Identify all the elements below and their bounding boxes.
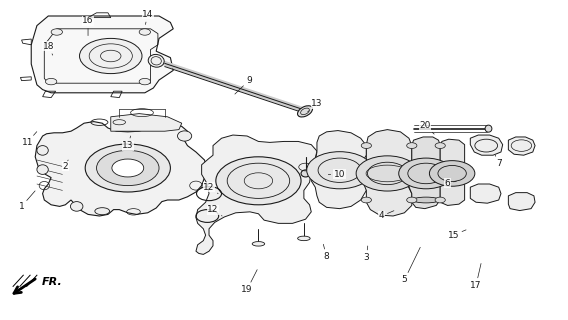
Text: 1: 1 [19,191,35,211]
Circle shape [85,144,170,192]
Text: FR.: FR. [41,276,62,287]
Ellipse shape [95,208,110,215]
Polygon shape [35,122,207,216]
Text: 7: 7 [495,155,502,168]
Text: 13: 13 [308,100,323,112]
Polygon shape [111,114,182,131]
Ellipse shape [177,131,191,141]
Circle shape [361,143,371,148]
Text: 13: 13 [122,136,133,150]
Ellipse shape [70,202,83,211]
Text: 8: 8 [323,244,329,261]
Ellipse shape [148,54,164,67]
Text: 3: 3 [364,246,369,262]
Text: 10: 10 [328,170,345,179]
Polygon shape [408,137,440,209]
Text: 12: 12 [207,205,222,216]
Polygon shape [508,137,535,155]
Text: 6: 6 [445,179,456,188]
Circle shape [435,143,445,148]
Polygon shape [362,130,412,216]
Polygon shape [440,139,465,205]
Circle shape [407,197,417,203]
Ellipse shape [412,197,440,203]
Text: 20: 20 [419,121,434,134]
Polygon shape [508,193,535,211]
Text: 15: 15 [448,230,466,240]
Text: 11: 11 [22,132,37,147]
Circle shape [139,29,151,35]
Ellipse shape [485,125,492,132]
Text: 16: 16 [82,16,94,36]
Polygon shape [196,135,317,254]
Text: 4: 4 [379,211,394,220]
Circle shape [399,158,453,189]
Text: 5: 5 [402,247,420,284]
Circle shape [51,29,62,35]
Polygon shape [470,135,503,155]
Text: 14: 14 [142,10,153,25]
Text: 2: 2 [62,160,68,171]
Ellipse shape [298,106,312,117]
Polygon shape [31,16,173,93]
Circle shape [361,197,371,203]
Circle shape [356,156,419,191]
Ellipse shape [298,236,310,241]
Text: 17: 17 [470,263,482,290]
Circle shape [429,161,475,186]
Circle shape [112,159,144,177]
Circle shape [139,78,151,85]
Polygon shape [470,184,501,203]
Circle shape [216,157,301,205]
Circle shape [80,38,142,74]
Ellipse shape [37,146,48,155]
Text: 18: 18 [43,42,54,55]
Circle shape [45,78,57,85]
Text: 12: 12 [203,183,218,194]
Text: 9: 9 [235,76,252,94]
Circle shape [97,150,159,186]
Ellipse shape [37,165,48,174]
Polygon shape [311,131,366,209]
Circle shape [407,143,417,148]
Circle shape [307,152,373,189]
Circle shape [435,197,445,203]
Ellipse shape [252,242,265,246]
Text: 19: 19 [241,270,257,294]
Ellipse shape [301,170,310,177]
